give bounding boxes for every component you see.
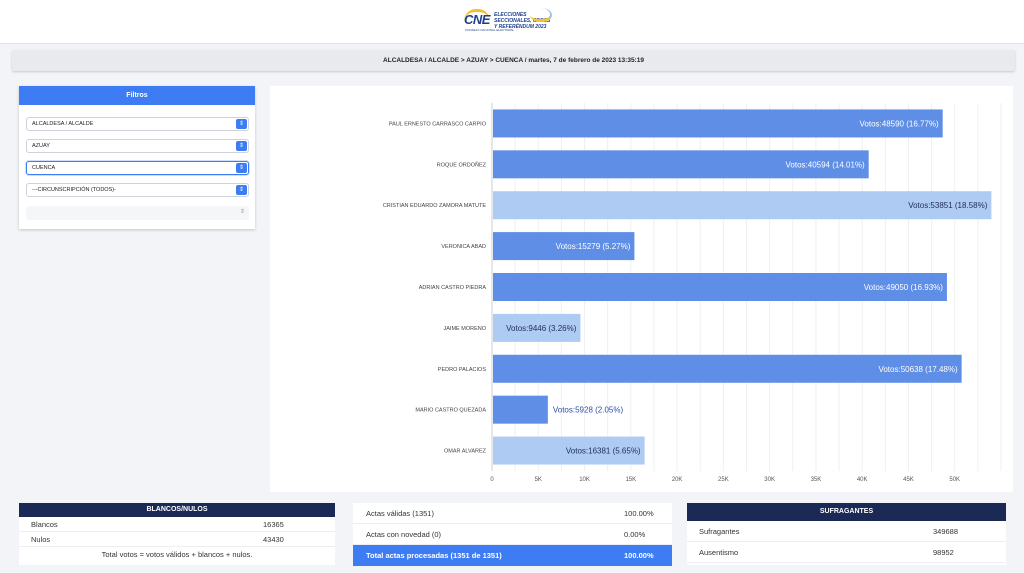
row-value: 100.00% [624,551,654,560]
x-tick-label: 15K [625,477,636,483]
vote-data-label: Votos:53851 (18.58%) [908,201,988,210]
vote-data-label: Votos:49050 (16.93%) [864,283,944,292]
votes-bar-chart: 0 5K 10K 15K 20K 25K 30K 35K 40K 45K 50K PAUL ERNES… [383,103,1002,483]
logo-wave-shape [530,8,552,22]
x-tick-label: 10K [579,477,590,483]
filters-title: Filtros [19,86,255,105]
row-label: Actas válidas (1351) [366,509,434,518]
vote-bar [493,232,635,261]
vote-data-label: Votos:5928 (2.05%) [553,406,624,415]
x-tick-label: 5K [535,477,542,483]
candidate-label: JAIME MORENO [444,326,487,332]
provincia-select-value: AZUAY [32,143,50,149]
chevron-updown-icon[interactable]: ⇕ [236,119,247,129]
vote-data-label: Votos:16381 (5.65%) [566,447,641,456]
table-row: Ausentismo 98952 [687,542,1006,563]
table-row: Actas válidas (1351) 100.00% [353,503,672,524]
x-tick-label: 35K [811,477,822,483]
circunscripcion-select-value: ---CIRCUNSCRIPCIÓN (TODOS)- [32,187,116,193]
total-votes-note: Total votos = votos válidos + blancos + … [101,550,253,559]
total-actas-row: Total actas procesadas (1351 de 1351) 10… [353,545,672,566]
vote-bar [493,313,581,342]
candidate-label: OMAR ALVAREZ [444,449,487,455]
candidate-label: CRISTIAN EDUARDO ZAMORA MATUTE [383,203,487,209]
chevron-updown-icon[interactable]: ⇕ [236,141,247,151]
row-label: Ausentismo [699,548,739,557]
row-label: Sufragantes [699,527,740,536]
x-tick-label: 50K [949,477,960,483]
vote-data-label: Votos:40594 (14.01%) [786,160,866,169]
parroquia-select[interactable]: ⇕ [26,206,249,220]
logo-brand: CNE [464,12,490,27]
dignidad-select-value: ALCALDESA / ALCALDE [32,121,94,127]
cne-logo: CNE CONSEJO NACIONAL ELECTORAL ELECCIONE… [464,8,556,36]
table-row: Blancos 16365 [19,517,335,532]
logo-caption: ELECCIONES SECCIONALES, CPCCS Y REFERÉND… [494,12,551,30]
row-label: Total actas procesadas (1351 de 1351) [366,551,502,560]
circunscripcion-select[interactable]: ---CIRCUNSCRIPCIÓN (TODOS)- ⇕ [26,183,249,197]
x-tick-label: 30K [764,477,775,483]
row-value: 43430 [263,535,284,544]
candidate-label: VERONICA ABAD [441,244,486,250]
logo-subtitle: CONSEJO NACIONAL ELECTORAL [465,28,515,32]
sufragantes-title: SUFRAGANTES [687,503,1006,521]
vote-bar [493,150,869,179]
vote-data-label: Votos:9446 (3.26%) [506,324,577,333]
vote-bar [493,109,943,138]
x-tick-label: 25K [718,477,729,483]
row-value: 16365 [263,520,284,529]
row-label: Blancos [31,520,58,529]
chevron-updown-icon[interactable]: ⇕ [239,209,246,215]
row-value: 0.00% [624,530,646,539]
top-bar: CNE CONSEJO NACIONAL ELECTORAL ELECCIONE… [0,0,1024,44]
table-row: Nulos 43430 [19,532,335,547]
canton-select-value: CUENCA [32,165,56,171]
row-label: Nulos [31,535,51,544]
provincia-select[interactable]: AZUAY ⇕ [26,139,249,153]
vote-data-label: Votos:50638 (17.48%) [878,365,958,374]
x-tick-label: 45K [903,477,914,483]
row-value: 100.00% [624,509,654,518]
blancos-nulos-table: BLANCOS/NULOS Blancos 16365 Nulos 43430 … [19,503,335,565]
row-value: 98952 [933,548,954,557]
canton-select[interactable]: CUENCA ⇕ [26,161,249,175]
candidate-label: ROQUE ORDOÑEZ [437,161,487,168]
blancos-nulos-title: BLANCOS/NULOS [19,503,335,517]
candidate-label: MARIO CASTRO QUEZADA [415,408,486,414]
candidate-label: PAUL ERNESTO CARRASCO CARPIO [389,121,487,127]
vote-data-label: Votos:15279 (5.27%) [556,242,631,251]
filters-panel: Filtros ALCALDESA / ALCALDE ⇕ AZUAY ⇕ CU… [19,86,255,229]
candidate-label: ADRIAN CASTRO PIEDRA [419,285,487,291]
row-value: 349688 [933,527,959,536]
dignidad-select[interactable]: ALCALDESA / ALCALDE ⇕ [26,117,249,131]
x-tick-label: 40K [857,477,868,483]
row-label: Actas con novedad (0) [366,530,442,539]
table-row: Actas con novedad (0) 0.00% [353,524,672,545]
sufragantes-table: SUFRAGANTES Sufragantes 349688 Ausentism… [687,503,1006,565]
breadcrumb: ALCALDESA / ALCALDE > AZUAY > CUENCA / m… [12,50,1015,71]
x-tick-label: 0 [490,477,494,483]
vote-bar [493,436,645,465]
x-tick-label: 20K [672,477,683,483]
logo-arc-shape [464,9,490,21]
chevron-updown-icon[interactable]: ⇕ [236,163,247,173]
chevron-updown-icon[interactable]: ⇕ [236,185,247,195]
vote-data-label: Votos:48590 (16.77%) [860,119,940,128]
results-chart-panel: 0 5K 10K 15K 20K 25K 30K 35K 40K 45K 50K PAUL ERNES… [270,86,1013,492]
candidate-label: PEDRO PALACIOS [438,367,487,373]
vote-bar [493,354,962,383]
vote-bar [493,191,992,220]
vote-bar [493,273,947,301]
table-row: Sufragantes 349688 [687,521,1006,542]
actas-table: Actas válidas (1351) 100.00% Actas con n… [353,503,672,566]
vote-bar [493,395,548,424]
